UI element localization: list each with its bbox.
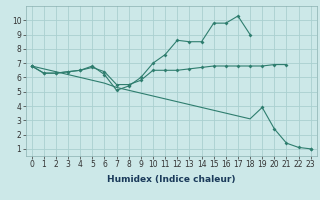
X-axis label: Humidex (Indice chaleur): Humidex (Indice chaleur) bbox=[107, 175, 236, 184]
